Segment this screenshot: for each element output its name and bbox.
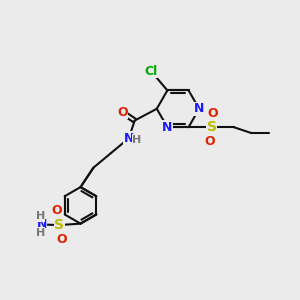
Text: S: S — [54, 218, 64, 232]
Text: N: N — [37, 218, 47, 231]
Text: O: O — [56, 233, 67, 246]
Text: H: H — [35, 228, 45, 238]
Text: N: N — [124, 132, 134, 145]
Text: O: O — [117, 106, 128, 119]
Text: N: N — [194, 102, 204, 115]
Text: O: O — [208, 106, 218, 119]
Text: O: O — [205, 135, 215, 148]
Text: N: N — [162, 121, 172, 134]
Text: H: H — [35, 211, 45, 221]
Text: S: S — [206, 120, 217, 134]
Text: H: H — [132, 135, 142, 145]
Text: O: O — [52, 204, 62, 218]
Text: Cl: Cl — [145, 65, 158, 78]
